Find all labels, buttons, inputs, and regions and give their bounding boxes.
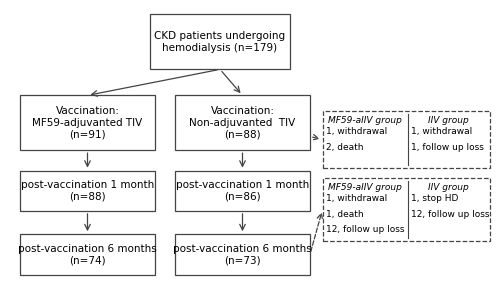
FancyBboxPatch shape [322,111,490,168]
FancyBboxPatch shape [20,171,155,211]
Text: 1, stop HD: 1, stop HD [411,194,459,203]
Text: 1, follow up loss: 1, follow up loss [411,143,484,152]
Text: post-vaccination 6 months
(n=74): post-vaccination 6 months (n=74) [18,244,157,265]
Text: post-vaccination 1 month
(n=88): post-vaccination 1 month (n=88) [21,180,154,201]
FancyBboxPatch shape [175,95,310,150]
Text: 1, withdrawal: 1, withdrawal [411,127,472,136]
FancyBboxPatch shape [20,234,155,275]
FancyBboxPatch shape [150,14,290,69]
Text: 12, follow up loss: 12, follow up loss [411,210,490,218]
Text: MF59-aIIV group: MF59-aIIV group [328,183,402,192]
Text: IIV group: IIV group [428,116,469,125]
Text: 1, death: 1, death [326,210,364,218]
Text: Vaccination:
Non-adjuvanted  TIV
(n=88): Vaccination: Non-adjuvanted TIV (n=88) [190,106,296,139]
Text: 1, withdrawal: 1, withdrawal [326,194,387,203]
FancyBboxPatch shape [20,95,155,150]
Text: Vaccination:
MF59-adjuvanted TIV
(n=91): Vaccination: MF59-adjuvanted TIV (n=91) [32,106,142,139]
FancyBboxPatch shape [175,171,310,211]
Text: 12, follow up loss: 12, follow up loss [326,225,404,234]
Text: 2, death: 2, death [326,143,364,152]
FancyBboxPatch shape [322,178,490,241]
Text: CKD patients undergoing
hemodialysis (n=179): CKD patients undergoing hemodialysis (n=… [154,31,286,53]
FancyBboxPatch shape [175,234,310,275]
Text: MF59-aIIV group: MF59-aIIV group [328,116,402,125]
Text: post-vaccination 1 month
(n=86): post-vaccination 1 month (n=86) [176,180,309,201]
Text: 1, withdrawal: 1, withdrawal [326,127,387,136]
Text: post-vaccination 6 months
(n=73): post-vaccination 6 months (n=73) [173,244,312,265]
Text: IIV group: IIV group [428,183,469,192]
